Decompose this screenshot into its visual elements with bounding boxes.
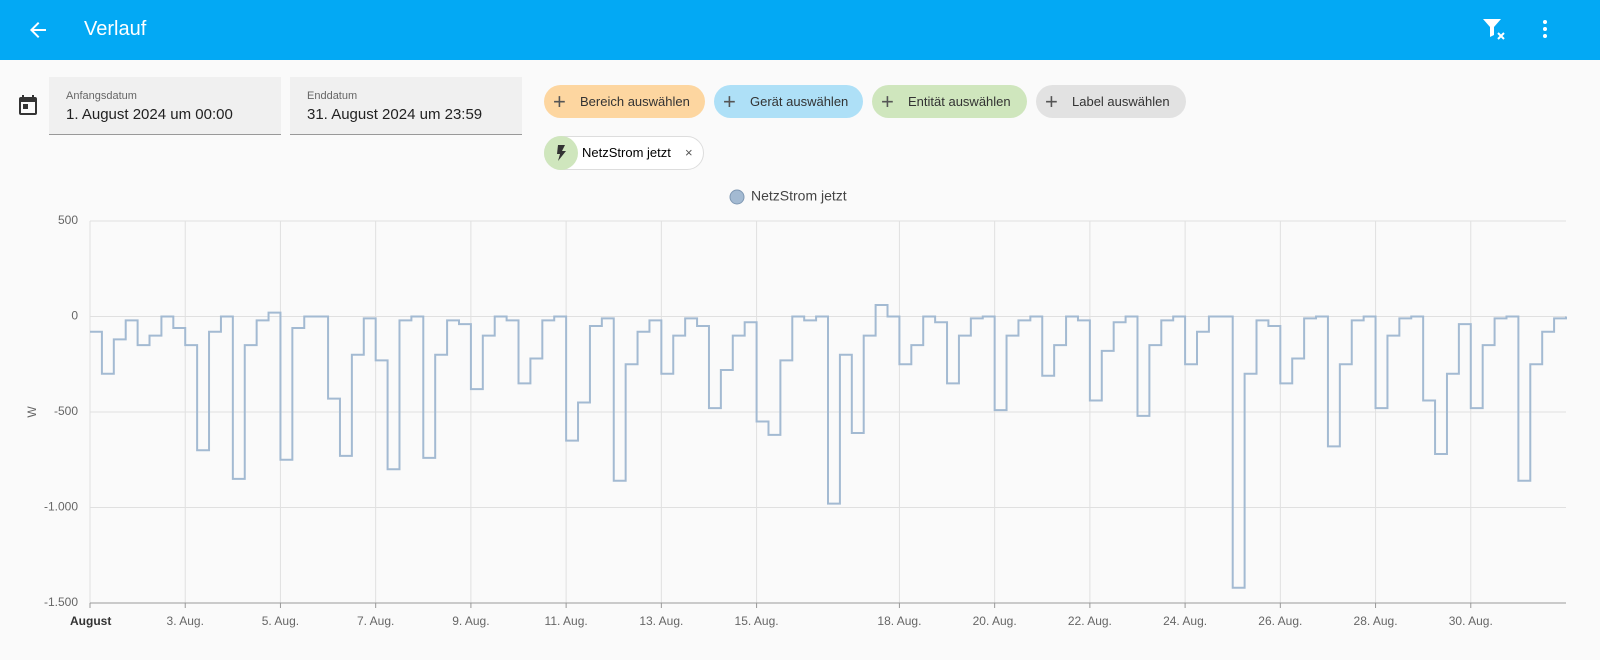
x-tick-label: 20. Aug. <box>973 614 1017 628</box>
x-tick-label: 28. Aug. <box>1354 614 1398 628</box>
x-tick-label: 22. Aug. <box>1068 614 1112 628</box>
x-tick-label: 13. Aug. <box>639 614 683 628</box>
x-tick-label: 24. Aug. <box>1163 614 1207 628</box>
label: Bereich auswählen <box>580 94 690 109</box>
entity-picker[interactable]: + Entität auswählen <box>872 85 1027 118</box>
label-picker[interactable]: + Label auswählen <box>1036 85 1186 118</box>
label: NetzStrom jetzt <box>582 145 671 160</box>
selected-entity[interactable]: NetzStrom jetzt × <box>544 136 704 170</box>
value: 31. August 2024 um 23:59 <box>307 106 483 123</box>
series-line <box>90 304 1567 589</box>
y-tick-label: -1.500 <box>44 595 78 609</box>
label: Label auswählen <box>1072 94 1170 109</box>
y-tick-label: 500 <box>58 213 78 227</box>
label: Anfangsdatum <box>66 90 137 102</box>
toolbar: Verlauf <box>0 0 1600 60</box>
y-axis-label: W <box>25 406 39 418</box>
value: 1. August 2024 um 00:00 <box>66 106 233 123</box>
menu-button[interactable] <box>1540 18 1552 42</box>
x-tick-label: 3. Aug. <box>167 614 204 628</box>
entity-icon <box>544 136 578 170</box>
label: Entität auswählen <box>908 94 1011 109</box>
start-date[interactable]: Anfangsdatum 1. August 2024 um 00:00 <box>49 77 281 135</box>
x-tick-label: 5. Aug. <box>262 614 299 628</box>
x-tick-label: 18. Aug. <box>877 614 921 628</box>
legend-label: NetzStrom jetzt <box>751 188 847 204</box>
x-tick-label: 30. Aug. <box>1449 614 1493 628</box>
x-tick-label: 11. Aug. <box>545 614 588 628</box>
x-tick-label: August <box>70 614 111 628</box>
label: Enddatum <box>307 90 358 102</box>
end-date[interactable]: Enddatum 31. August 2024 um 23:59 <box>290 77 522 135</box>
legend-swatch <box>729 189 745 205</box>
y-tick-label: -1.000 <box>44 500 78 514</box>
x-tick-label: 9. Aug. <box>452 614 489 628</box>
clear-filter-button[interactable] <box>1481 16 1509 44</box>
page-title: Verlauf <box>84 18 147 40</box>
calendar-icon <box>19 95 37 115</box>
chart: 500 0 -500 -1.000 -1.500 August 3. Aug. 5. Aug.… <box>25 188 1567 628</box>
remove-button[interactable]: × <box>685 145 693 160</box>
label: Gerät auswählen <box>750 94 849 109</box>
x-tick-label: 15. Aug. <box>735 614 779 628</box>
y-tick-label: 0 <box>71 309 78 323</box>
device-picker[interactable]: + Gerät auswählen <box>714 85 863 118</box>
x-tick-label: 7. Aug. <box>357 614 394 628</box>
y-tick-label: -500 <box>54 404 78 418</box>
area-picker[interactable]: + Bereich auswählen <box>544 85 705 118</box>
x-tick-label: 26. Aug. <box>1258 614 1302 628</box>
back-button[interactable] <box>26 18 50 42</box>
